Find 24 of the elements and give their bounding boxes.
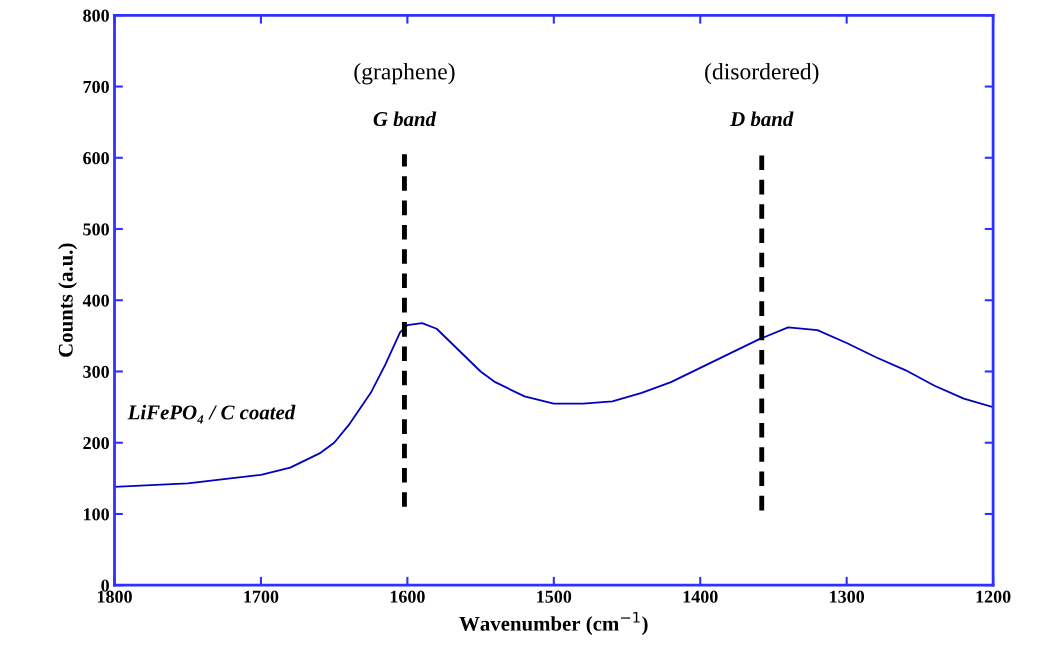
annotation: LiFePO₄ / C coated	[127, 404, 296, 424]
x-tick-label: 1400	[683, 590, 718, 603]
x-tick-label: 1800	[97, 590, 132, 603]
annotation: (disordered)	[705, 62, 819, 85]
y-tick-label: 100	[84, 508, 109, 521]
y-tick-label: 200	[83, 436, 109, 450]
line-series	[114, 322, 994, 488]
y-tick-label: 800	[83, 9, 109, 22]
x-tick-label: 1200	[976, 590, 1011, 603]
y-tick-label: 400	[82, 294, 109, 307]
y-axis-title: Counts (a.u.)	[58, 243, 78, 357]
y-tick-label: 0	[101, 579, 109, 592]
y-tick-label: 700	[83, 80, 109, 93]
y-tick-label: 300	[83, 365, 109, 378]
y-tick-label: 500	[83, 223, 109, 236]
x-tick-label: 1300	[830, 590, 865, 603]
x-tick-label: 1600	[390, 590, 425, 603]
y-tick-label: 600	[83, 152, 109, 165]
x-axis-title: Wavenumber (cm$^{−1}$)	[459, 611, 648, 636]
annotation: (graphene)	[354, 62, 455, 85]
x-tick-label: 1500	[537, 590, 572, 603]
annotation: G band	[373, 111, 437, 127]
x-tick-label: 1700	[244, 590, 279, 603]
annotation: D band	[730, 111, 794, 127]
